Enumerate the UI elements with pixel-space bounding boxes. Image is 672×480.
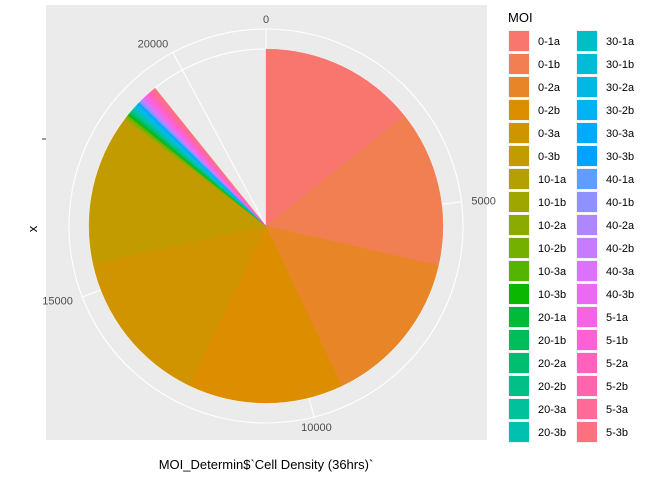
pie-slice-0-1b [265, 115, 444, 266]
legend-swatch-10-1b [509, 192, 529, 212]
legend-swatch-20-2a [509, 353, 529, 373]
legend-label-30-2a: 30-2a [606, 82, 635, 94]
legend-swatch-30-2b [577, 100, 597, 120]
legend-swatch-30-3a [577, 123, 597, 143]
legend-label-20-1a: 20-1a [538, 312, 567, 324]
legend-label-5-3b: 5-3b [606, 427, 628, 439]
legend-label-10-2a: 10-2a [538, 220, 567, 232]
legend-label-40-3a: 40-3a [606, 266, 635, 278]
pie-slice-0-1a [265, 48, 405, 227]
legend-label-10-1a: 10-1a [538, 174, 567, 186]
legend-swatch-40-2b [577, 238, 597, 258]
legend-swatch-40-3a [577, 261, 597, 281]
legend-label-5-2b: 5-2b [606, 381, 628, 393]
x-axis-title: MOI_Determin$`Cell Density (36hrs)` [159, 457, 374, 472]
pie-slices [88, 48, 444, 404]
legend-swatch-0-2a [509, 77, 529, 97]
legend-swatch-5-1a [577, 307, 597, 327]
legend-swatch-5-2a [577, 353, 597, 373]
legend-label-5-1b: 5-1b [606, 335, 628, 347]
legend-swatch-20-2b [509, 376, 529, 396]
legend: 0-1a 0-1b 0-2a 0-2b 0-3a 0-3b 10-1a 10-1b 10-2a 1… [508, 30, 635, 443]
legend-swatch-10-2b [509, 238, 529, 258]
legend-swatch-10-2a [509, 215, 529, 235]
legend-swatch-10-1a [509, 169, 529, 189]
theta-tick-label: 15000 [42, 296, 73, 308]
legend-swatch-20-1b [509, 330, 529, 350]
legend-label-10-3a: 10-3a [538, 266, 567, 278]
legend-label-40-1a: 40-1a [606, 174, 635, 186]
legend-label-0-3a: 0-3a [538, 128, 561, 140]
legend-label-5-2a: 5-2a [606, 358, 629, 370]
theta-tick-label: 0 [263, 14, 269, 26]
legend-label-30-3a: 30-3a [606, 128, 635, 140]
legend-label-30-3b: 30-3b [606, 151, 634, 163]
pie-slice-0-2b [188, 225, 343, 404]
legend-label-20-2b: 20-2b [538, 381, 566, 393]
legend-swatch-0-1a [509, 31, 529, 51]
legend-label-20-2a: 20-2a [538, 358, 567, 370]
legend-swatch-0-3b [509, 146, 529, 166]
legend-label-30-1b: 30-1b [606, 59, 634, 71]
legend-label-10-2b: 10-2b [538, 243, 566, 255]
pie-slice-0-3b [88, 119, 267, 264]
legend-swatch-5-3b [577, 422, 597, 442]
y-axis-title: x [25, 225, 40, 232]
legend-label-0-2a: 0-2a [538, 82, 561, 94]
legend-swatch-20-1a [509, 307, 529, 327]
legend-label-5-1a: 5-1a [606, 312, 629, 324]
legend-swatch-40-3b [577, 284, 597, 304]
legend-label-40-3b: 40-3b [606, 289, 634, 301]
legend-swatch-20-3b [509, 422, 529, 442]
legend-label-0-1b: 0-1b [538, 59, 560, 71]
legend-swatch-40-1b [577, 192, 597, 212]
theta-tick-label: 10000 [301, 422, 332, 434]
legend-label-10-3b: 10-3b [538, 289, 566, 301]
legend-label-0-1a: 0-1a [538, 36, 561, 48]
legend-label-20-3a: 20-3a [538, 404, 567, 416]
legend-label-30-2b: 30-2b [606, 105, 634, 117]
theta-tick-label: 20000 [138, 39, 169, 51]
legend-swatch-5-2b [577, 376, 597, 396]
legend-swatch-40-2a [577, 215, 597, 235]
legend-label-20-1b: 20-1b [538, 335, 566, 347]
legend-label-30-1a: 30-1a [606, 36, 635, 48]
pie-slice-0-2a [265, 225, 439, 387]
legend-title: MOI [508, 10, 533, 25]
legend-swatch-0-3a [509, 123, 529, 143]
legend-swatch-30-3b [577, 146, 597, 166]
legend-label-40-1b: 40-1b [606, 197, 634, 209]
pie-slice-5-3b [152, 87, 267, 227]
legend-label-40-2b: 40-2b [606, 243, 634, 255]
legend-swatch-10-3a [509, 261, 529, 281]
legend-swatch-30-1b [577, 54, 597, 74]
legend-swatch-30-1a [577, 31, 597, 51]
theta-tick-label: 5000 [471, 196, 495, 208]
legend-swatch-5-1b [577, 330, 597, 350]
grid-spoke [172, 52, 267, 227]
legend-swatch-40-1a [577, 169, 597, 189]
legend-swatch-0-2b [509, 100, 529, 120]
theta-tick-labels: 0 5000 10000 15000 20000 [42, 14, 496, 434]
legend-label-20-3b: 20-3b [538, 427, 566, 439]
legend-swatch-0-1b [509, 54, 529, 74]
legend-swatch-10-3b [509, 284, 529, 304]
legend-swatch-30-2a [577, 77, 597, 97]
legend-swatch-5-3a [577, 399, 597, 419]
legend-label-0-3b: 0-3b [538, 151, 560, 163]
legend-label-5-3a: 5-3a [606, 404, 629, 416]
legend-label-0-2b: 0-2b [538, 105, 560, 117]
pie-slice-0-3a [92, 225, 267, 386]
legend-swatch-20-3a [509, 399, 529, 419]
legend-label-10-1b: 10-1b [538, 197, 566, 209]
legend-label-40-2a: 40-2a [606, 220, 635, 232]
